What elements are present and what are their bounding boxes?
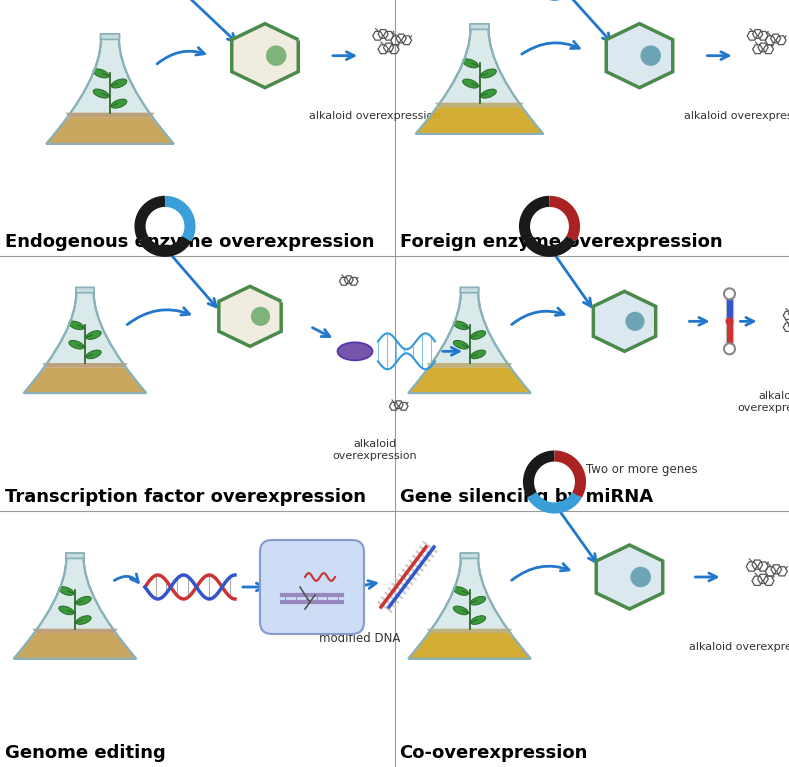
Text: Co-overexpression: Co-overexpression	[399, 744, 588, 762]
PathPatch shape	[32, 629, 118, 633]
PathPatch shape	[408, 288, 531, 393]
Text: alkaloid
overexpression: alkaloid overexpression	[333, 439, 417, 461]
PathPatch shape	[408, 367, 531, 393]
PathPatch shape	[24, 288, 146, 393]
Circle shape	[724, 288, 735, 299]
Ellipse shape	[111, 79, 127, 88]
PathPatch shape	[47, 117, 174, 144]
Text: Foreign enzyme overexpression: Foreign enzyme overexpression	[399, 232, 722, 251]
PathPatch shape	[427, 629, 512, 633]
FancyBboxPatch shape	[65, 553, 84, 558]
Text: Gene silencing by miRNA: Gene silencing by miRNA	[399, 489, 653, 506]
Ellipse shape	[76, 597, 92, 605]
PathPatch shape	[43, 363, 128, 367]
Ellipse shape	[454, 341, 469, 349]
PathPatch shape	[408, 633, 531, 659]
PathPatch shape	[416, 107, 544, 134]
PathPatch shape	[24, 367, 146, 393]
Ellipse shape	[481, 69, 496, 78]
FancyBboxPatch shape	[100, 34, 119, 39]
Text: alkaloid overexpression: alkaloid overexpression	[689, 642, 789, 652]
FancyBboxPatch shape	[260, 540, 364, 634]
Ellipse shape	[86, 350, 101, 359]
Text: Two or more genes: Two or more genes	[586, 463, 698, 476]
Ellipse shape	[338, 342, 372, 360]
Ellipse shape	[69, 341, 84, 349]
Circle shape	[266, 45, 286, 66]
PathPatch shape	[416, 25, 544, 134]
Circle shape	[641, 45, 661, 66]
Ellipse shape	[69, 321, 84, 330]
Polygon shape	[232, 24, 298, 87]
Ellipse shape	[470, 597, 486, 605]
Text: alkaloid overexpression: alkaloid overexpression	[684, 110, 789, 120]
Ellipse shape	[59, 587, 74, 595]
Ellipse shape	[462, 79, 478, 88]
Ellipse shape	[86, 331, 101, 339]
Ellipse shape	[470, 616, 486, 624]
Ellipse shape	[454, 321, 469, 330]
Text: Genome editing: Genome editing	[5, 744, 166, 762]
Ellipse shape	[93, 69, 109, 78]
PathPatch shape	[408, 554, 531, 659]
Polygon shape	[596, 545, 663, 609]
PathPatch shape	[435, 103, 524, 107]
Text: alkaloid overexpression: alkaloid overexpression	[309, 110, 441, 120]
FancyBboxPatch shape	[460, 288, 479, 293]
PathPatch shape	[47, 35, 174, 144]
Ellipse shape	[454, 587, 469, 595]
PathPatch shape	[427, 363, 512, 367]
FancyBboxPatch shape	[470, 24, 489, 29]
Ellipse shape	[93, 89, 109, 98]
Circle shape	[626, 311, 645, 331]
Circle shape	[251, 307, 270, 326]
Text: Transcription factor overexpression: Transcription factor overexpression	[5, 489, 366, 506]
Ellipse shape	[470, 331, 486, 339]
Ellipse shape	[481, 89, 496, 98]
Circle shape	[726, 318, 734, 325]
PathPatch shape	[13, 633, 136, 659]
FancyBboxPatch shape	[76, 288, 94, 293]
Circle shape	[630, 567, 651, 588]
Polygon shape	[606, 24, 673, 87]
Text: modified DNA: modified DNA	[320, 632, 401, 645]
PathPatch shape	[13, 554, 136, 659]
Ellipse shape	[59, 606, 74, 614]
Ellipse shape	[462, 59, 478, 68]
Polygon shape	[593, 291, 656, 351]
Polygon shape	[219, 286, 281, 347]
Ellipse shape	[454, 606, 469, 614]
Ellipse shape	[76, 616, 92, 624]
Ellipse shape	[111, 99, 127, 108]
Ellipse shape	[470, 350, 486, 359]
PathPatch shape	[65, 113, 155, 117]
Text: Endogenous enzyme overexpression: Endogenous enzyme overexpression	[5, 232, 375, 251]
Circle shape	[724, 344, 735, 354]
FancyBboxPatch shape	[460, 553, 479, 558]
Text: alkaloid
overexpression: alkaloid overexpression	[737, 391, 789, 413]
